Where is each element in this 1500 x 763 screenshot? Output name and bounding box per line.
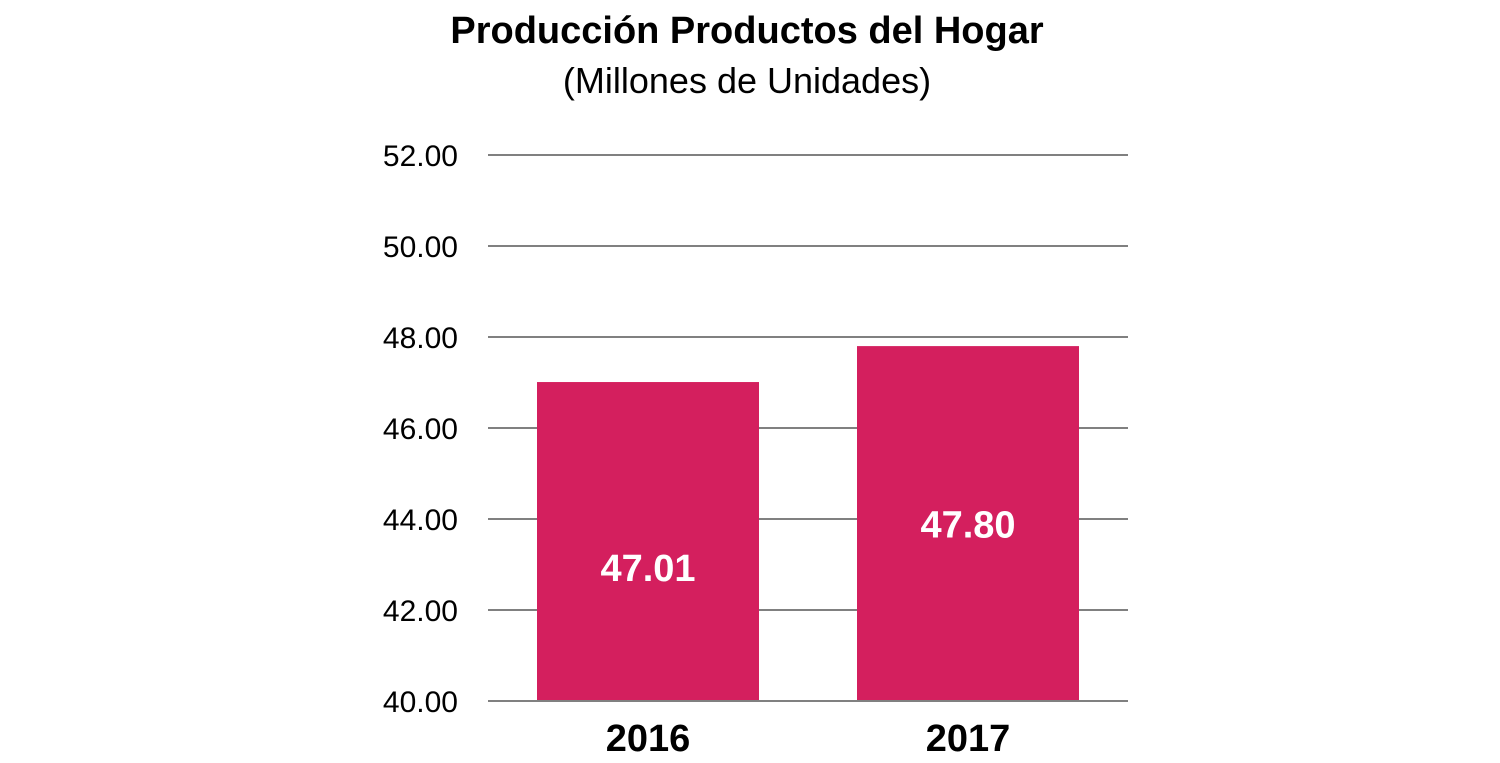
chart-title: Producción Productos del Hogar bbox=[450, 10, 1044, 52]
bars bbox=[537, 346, 1079, 701]
y-tick-label: 44.00 bbox=[383, 504, 458, 537]
chart-subtitle: (Millones de Unidades) bbox=[562, 60, 932, 101]
y-tick-label: 46.00 bbox=[383, 413, 458, 446]
x-tick-label: 2016 bbox=[606, 718, 691, 760]
y-tick-label: 52.00 bbox=[383, 140, 458, 173]
data-label-2016: 47.01 bbox=[600, 548, 695, 590]
bar-2016 bbox=[537, 382, 759, 701]
y-tick-label: 42.00 bbox=[383, 595, 458, 628]
bar-2017 bbox=[857, 346, 1079, 701]
x-tick-label: 2017 bbox=[926, 718, 1011, 760]
data-label-2017: 47.80 bbox=[920, 505, 1015, 547]
labels: 40.00 42.00 44.00 46.00 48.00 50.00 52.00 47.01… bbox=[383, 140, 1128, 760]
y-tick-label: 40.00 bbox=[383, 686, 458, 719]
y-tick-label: 50.00 bbox=[383, 231, 458, 264]
y-tick-label: 48.00 bbox=[383, 322, 458, 355]
